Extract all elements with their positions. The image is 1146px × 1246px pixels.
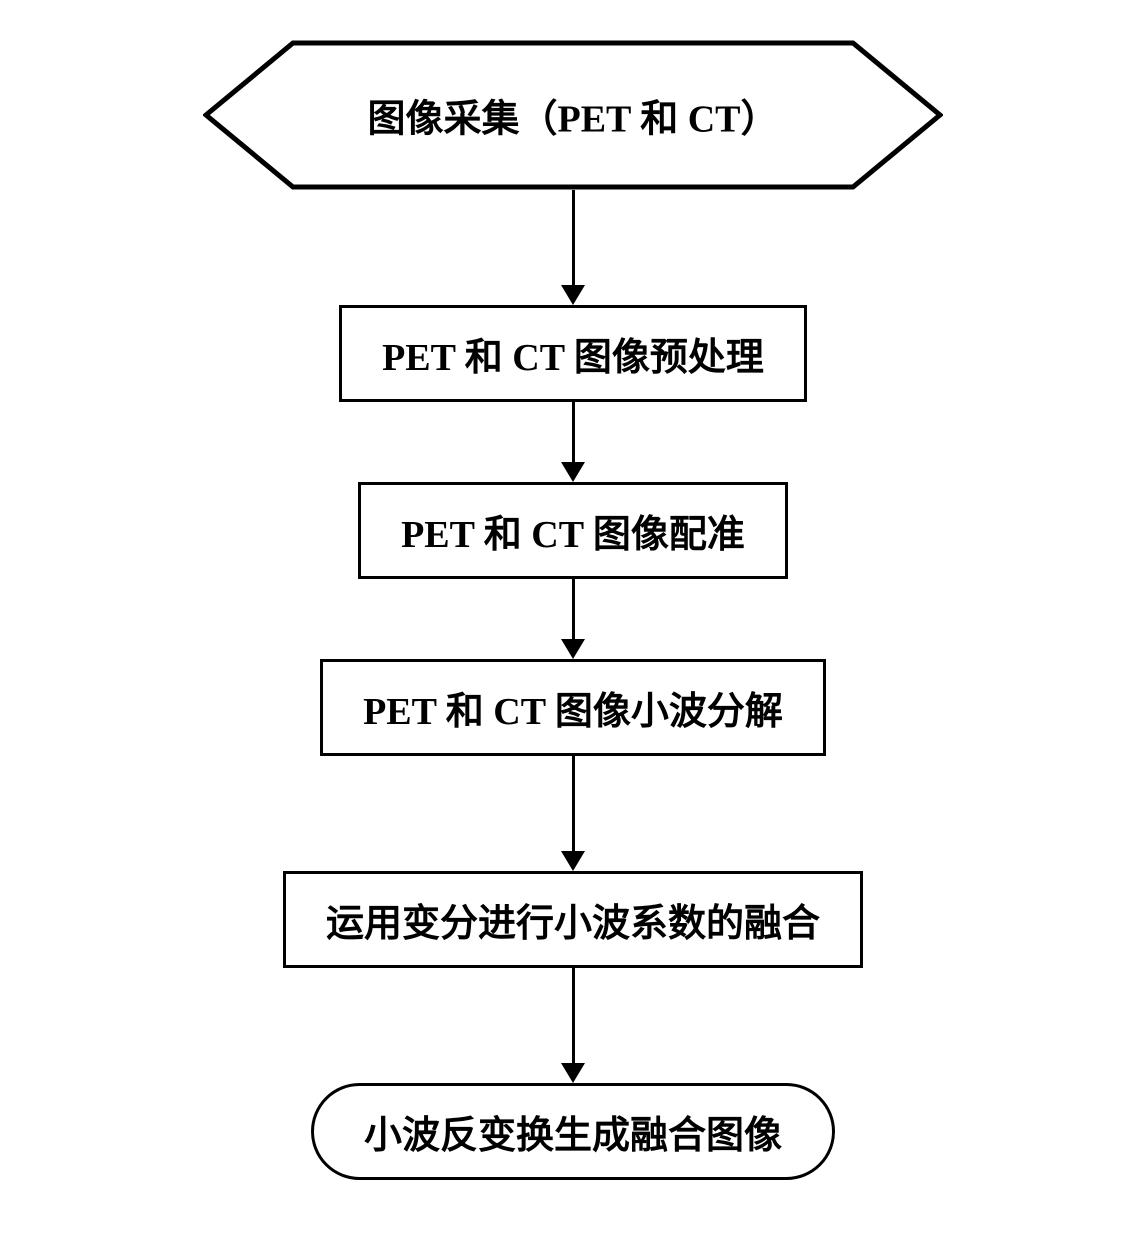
- arrow-1: [561, 190, 585, 305]
- node-registration: PET 和 CT 图像配准: [358, 482, 788, 579]
- node-variational-fusion: 运用变分进行小波系数的融合: [283, 871, 863, 968]
- arrow-head-icon: [561, 462, 585, 482]
- arrow-line: [572, 968, 575, 1063]
- arrow-line: [572, 190, 575, 285]
- arrow-line: [572, 579, 575, 639]
- arrow-line: [572, 756, 575, 851]
- arrow-2: [561, 402, 585, 482]
- flowchart-container: 图像采集（PET 和 CT） PET 和 CT 图像预处理 PET 和 CT 图…: [123, 40, 1023, 1180]
- arrow-head-icon: [561, 285, 585, 305]
- arrow-4: [561, 756, 585, 871]
- node-end-terminator: 小波反变换生成融合图像: [311, 1083, 835, 1180]
- arrow-line: [572, 402, 575, 462]
- arrow-3: [561, 579, 585, 659]
- arrow-head-icon: [561, 1063, 585, 1083]
- arrow-head-icon: [561, 851, 585, 871]
- node-wavelet-decompose: PET 和 CT 图像小波分解: [320, 659, 826, 756]
- arrow-head-icon: [561, 639, 585, 659]
- node-start-hexagon: 图像采集（PET 和 CT）: [203, 40, 943, 190]
- node-start-label: 图像采集（PET 和 CT）: [367, 88, 778, 143]
- node-preprocess: PET 和 CT 图像预处理: [339, 305, 807, 402]
- arrow-5: [561, 968, 585, 1083]
